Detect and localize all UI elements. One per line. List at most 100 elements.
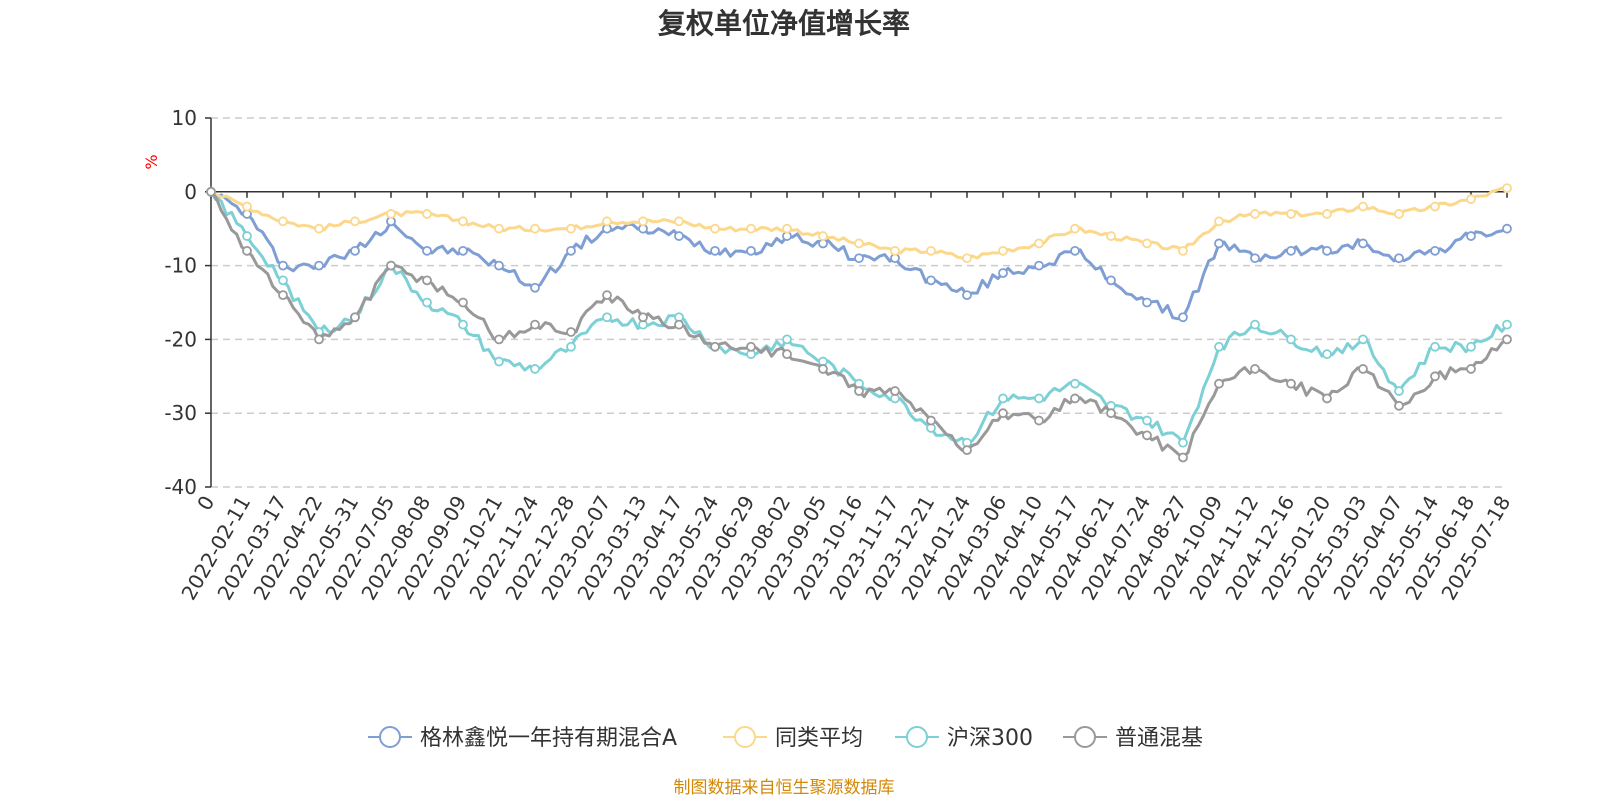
series-point-3 [1034,415,1044,426]
series-point-2 [1034,393,1044,404]
series-point-0 [350,245,360,256]
series-point-1 [494,223,504,234]
legend-item-0[interactable]: 格林鑫悦一年持有期混合A [368,726,677,751]
series-point-1 [1394,209,1404,219]
series-point-2 [1250,319,1260,330]
series-point-1 [818,231,828,241]
series-point-3 [1502,334,1512,345]
series-point-1 [674,216,684,227]
series-point-1 [242,201,252,212]
legend-item-1[interactable]: 同类平均 [723,726,863,751]
series-point-2 [1502,319,1512,330]
legend-item-3[interactable]: 普通混基 [1063,726,1203,751]
series-point-1 [854,238,864,249]
series-point-3 [746,341,756,352]
series-point-1 [1286,209,1296,219]
series-point-2 [1142,415,1152,426]
legend-label: 普通混基 [1115,726,1203,751]
series-point-1 [1070,223,1080,234]
y-axis-ticks: 10 0 -10 -20 -30 -40 [164,106,211,499]
series-point-2 [782,334,792,345]
series-point-1 [746,223,756,234]
legend-item-2[interactable]: 沪深300 [895,726,1033,751]
series-point-3 [1322,393,1332,404]
series-point-3 [710,341,720,352]
series-point-1 [638,216,648,227]
series-point-1 [1322,209,1332,219]
series-point-0 [674,231,684,241]
series-point-0 [926,275,936,286]
series-point-3 [818,364,828,374]
series-point-3 [962,445,972,456]
series-point-0 [998,268,1008,278]
series-point-0 [1250,253,1260,264]
series-point-2 [530,364,540,374]
series-point-3 [1106,408,1116,419]
series-point-3 [638,312,648,323]
series-point-2 [1466,341,1476,352]
legend[interactable]: 格林鑫悦一年持有期混合A 同类平均 沪深300 普通混基 [368,726,1203,751]
series-point-2 [566,341,576,352]
series-point-2 [494,356,504,367]
series-point-2 [1214,341,1224,352]
series-point-2 [1394,386,1404,396]
series-point-3 [1070,393,1080,404]
series-point-3 [350,312,360,323]
series-point-3 [458,297,468,308]
series-point-2 [422,297,432,308]
series-line-2 [209,190,1509,445]
y-tick-label: 0 [184,180,197,204]
legend-swatch-marker [906,726,928,748]
series-point-0 [1286,245,1296,256]
series-point-2 [1070,378,1080,389]
series-point-1 [1250,209,1260,219]
series-point-0 [1322,245,1332,256]
series-point-3 [278,290,288,301]
series-point-3 [1286,378,1296,389]
series-point-1 [350,216,360,227]
series-point-3 [494,334,504,345]
series-point-0 [746,245,756,256]
series-point-3 [1358,364,1368,374]
series-line-3 [209,190,1508,459]
y-tick-label: -20 [164,327,197,351]
series-point-2 [602,312,612,323]
y-tick-label: -40 [164,475,197,499]
series-point-3 [566,327,576,337]
series-point-0 [710,245,720,256]
series-point-1 [1466,194,1476,205]
series-point-3 [1394,400,1404,411]
series-point-3 [314,334,324,345]
series-point-3 [242,245,252,256]
series-point-2 [1358,334,1368,345]
series-point-0 [1106,275,1116,286]
y-tick-label: 10 [172,106,197,130]
series-point-0 [1178,312,1188,323]
x-tick-label: 0 [192,492,219,515]
series-point-1 [890,245,900,256]
legend-label: 同类平均 [775,726,863,751]
series-point-0 [314,260,324,271]
legend-label: 沪深300 [947,726,1033,751]
series-point-3 [1142,430,1152,441]
series-point-2 [1178,437,1188,448]
series-point-0 [1034,260,1044,271]
series-point-1 [782,223,792,234]
series-point-1 [530,223,540,234]
series-point-3 [602,290,612,301]
series-point-1 [1214,216,1224,227]
series-point-2 [1430,341,1440,352]
series-point-3 [386,260,396,271]
series-point-1 [566,223,576,234]
series-point-0 [422,245,432,256]
series-point-3 [998,408,1008,419]
series-point-0 [1502,223,1512,234]
series-point-0 [1430,245,1440,256]
series-point-3 [1178,452,1188,463]
series-point-3 [674,319,684,330]
series-point-3 [422,275,432,286]
legend-swatch-marker [379,726,401,748]
series-point-1 [962,253,972,264]
y-tick-label: -10 [164,254,197,278]
